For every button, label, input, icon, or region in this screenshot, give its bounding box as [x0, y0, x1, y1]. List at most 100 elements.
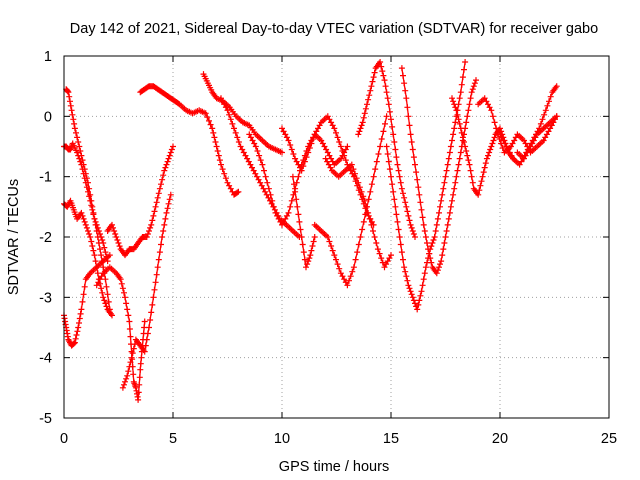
- series-track-21: [514, 113, 560, 162]
- data-point: [144, 231, 151, 237]
- data-point: [450, 131, 457, 138]
- data-point: [153, 199, 160, 206]
- data-point: [70, 116, 77, 123]
- series-track-8: [137, 83, 242, 198]
- data-point: [141, 348, 148, 355]
- data-point: [129, 350, 136, 357]
- data-point: [82, 221, 89, 228]
- data-point: [404, 104, 411, 111]
- data-point: [455, 116, 462, 123]
- data-point: [142, 342, 149, 349]
- data-point: [95, 279, 102, 286]
- data-point: [426, 250, 433, 257]
- data-point: [447, 143, 454, 150]
- data-point: [166, 152, 173, 159]
- data-point: [469, 86, 476, 93]
- data-point: [78, 209, 85, 216]
- data-point: [373, 158, 380, 165]
- data-point: [305, 149, 312, 156]
- data-point: [436, 264, 442, 271]
- data-point: [455, 161, 462, 168]
- data-point: [391, 139, 398, 145]
- data-point: [135, 396, 142, 403]
- data-point: [468, 89, 475, 96]
- data-point: [123, 300, 130, 307]
- data-point: [419, 282, 426, 289]
- data-point: [428, 259, 435, 266]
- data-point: [235, 139, 242, 145]
- data-point: [368, 83, 375, 90]
- data-point: [154, 264, 161, 271]
- y-tick-label: -5: [39, 411, 52, 427]
- data-point: [163, 161, 170, 168]
- data-point: [493, 125, 500, 132]
- data-point: [433, 270, 440, 277]
- data-point: [117, 276, 124, 283]
- data-point: [380, 128, 387, 135]
- series-track-13: [289, 173, 318, 271]
- data-point: [212, 139, 219, 145]
- data-point: [279, 149, 285, 156]
- data-point: [461, 66, 467, 73]
- data-point: [397, 179, 404, 186]
- data-point: [479, 173, 486, 180]
- data-point: [227, 116, 234, 123]
- data-point: [75, 139, 82, 145]
- data-point: [159, 176, 166, 183]
- y-tick-label: -1: [39, 170, 52, 186]
- y-tick-label: 1: [44, 49, 52, 65]
- data-point: [378, 63, 385, 70]
- data-point: [137, 366, 144, 373]
- data-point: [445, 155, 452, 162]
- data-point: [370, 74, 377, 81]
- data-point: [111, 228, 118, 234]
- data-point: [350, 264, 357, 271]
- data-point: [388, 116, 394, 123]
- data-point: [412, 161, 418, 168]
- data-point: [403, 273, 410, 280]
- data-point: [367, 87, 374, 94]
- data-point: [414, 306, 421, 313]
- data-point: [388, 252, 394, 259]
- data-point: [300, 163, 307, 170]
- series-track-17: [398, 65, 479, 277]
- data-point: [359, 226, 366, 233]
- data-point: [168, 146, 175, 153]
- data-point: [222, 175, 229, 182]
- data-point: [90, 247, 97, 254]
- data-point: [126, 318, 133, 325]
- data-point: [85, 228, 91, 234]
- data-point: [364, 101, 370, 108]
- data-point: [405, 212, 412, 219]
- data-point: [463, 148, 470, 154]
- data-point: [247, 134, 254, 141]
- data-point: [102, 276, 109, 283]
- data-point: [99, 237, 106, 243]
- data-point: [378, 136, 385, 142]
- data-point: [380, 72, 387, 79]
- data-point: [499, 145, 506, 151]
- data-point: [385, 158, 392, 165]
- data-point: [202, 110, 209, 117]
- data-point: [434, 267, 441, 274]
- data-point: [410, 154, 417, 161]
- data-point: [542, 107, 549, 114]
- data-point: [209, 125, 216, 132]
- data-point: [381, 264, 388, 271]
- data-point: [74, 134, 81, 141]
- data-point: [402, 199, 409, 206]
- data-point: [234, 189, 241, 196]
- data-point: [442, 173, 449, 180]
- data-point: [424, 240, 430, 246]
- data-point: [437, 261, 443, 268]
- data-point: [358, 122, 365, 129]
- data-point: [161, 221, 168, 228]
- data-point: [333, 256, 339, 263]
- data-point: [110, 224, 116, 231]
- data-point: [467, 95, 474, 102]
- data-point: [417, 199, 424, 206]
- data-point: [419, 214, 426, 221]
- data-point: [94, 234, 101, 240]
- data-point: [498, 128, 505, 135]
- data-point: [89, 203, 96, 210]
